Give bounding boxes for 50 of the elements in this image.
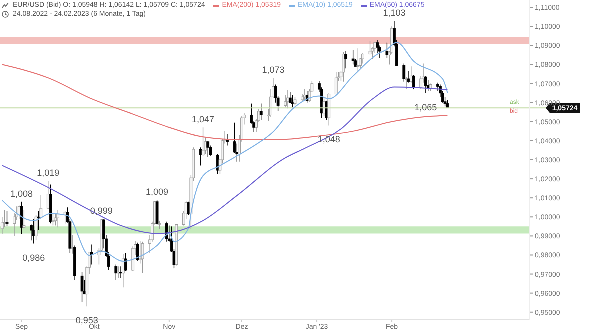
candlestick bbox=[405, 76, 408, 90]
candlestick bbox=[80, 272, 84, 303]
candlestick bbox=[344, 51, 348, 69]
candlestick bbox=[117, 266, 120, 278]
candlestick bbox=[52, 212, 55, 226]
annotation: 0,999 bbox=[90, 206, 113, 216]
annotation: 1,047 bbox=[192, 114, 215, 125]
candlestick bbox=[408, 71, 410, 84]
candlestick bbox=[124, 252, 128, 272]
candlestick bbox=[288, 92, 292, 104]
candlestick bbox=[206, 140, 210, 158]
candlestick bbox=[54, 212, 58, 226]
candlestick bbox=[40, 194, 43, 220]
candlestick bbox=[260, 103, 263, 120]
annotation: 0,986 bbox=[22, 252, 46, 263]
annotation: 1,103 bbox=[383, 8, 406, 18]
candlestick bbox=[136, 242, 140, 262]
candlestick bbox=[356, 48, 360, 72]
line-series bbox=[2, 86, 448, 234]
candlestick bbox=[209, 145, 212, 157]
candlestick bbox=[6, 211, 9, 227]
candlestick bbox=[22, 210, 26, 229]
candlestick bbox=[368, 40, 372, 55]
annotation: 1,065 bbox=[414, 102, 438, 112]
annotation: 1,019 bbox=[37, 168, 60, 178]
candlestick bbox=[412, 74, 416, 90]
candlestick bbox=[424, 76, 428, 94]
candlestick bbox=[284, 94, 288, 108]
candlestick bbox=[202, 127, 205, 157]
candlestick bbox=[114, 264, 118, 280]
candlestick bbox=[342, 52, 346, 82]
annotation: 1,008 bbox=[10, 188, 34, 199]
candlestick bbox=[402, 63, 406, 82]
candlestick bbox=[386, 42, 389, 58]
candlestick bbox=[37, 211, 40, 231]
candlestick bbox=[120, 266, 122, 278]
annotation: 0,953 bbox=[76, 316, 98, 326]
candlestick bbox=[141, 242, 144, 274]
candlestick bbox=[352, 50, 355, 66]
candlestick bbox=[34, 214, 38, 240]
candlestick bbox=[156, 200, 159, 226]
candlestick bbox=[328, 92, 331, 126]
annotation: 1,009 bbox=[146, 187, 169, 197]
candlestick bbox=[32, 218, 36, 244]
candlestick bbox=[376, 40, 379, 54]
candlestick bbox=[334, 72, 338, 96]
annotation: 1,073 bbox=[262, 65, 285, 76]
candlestick bbox=[56, 210, 60, 228]
candlestick bbox=[71, 234, 74, 254]
candlestick bbox=[199, 147, 202, 166]
